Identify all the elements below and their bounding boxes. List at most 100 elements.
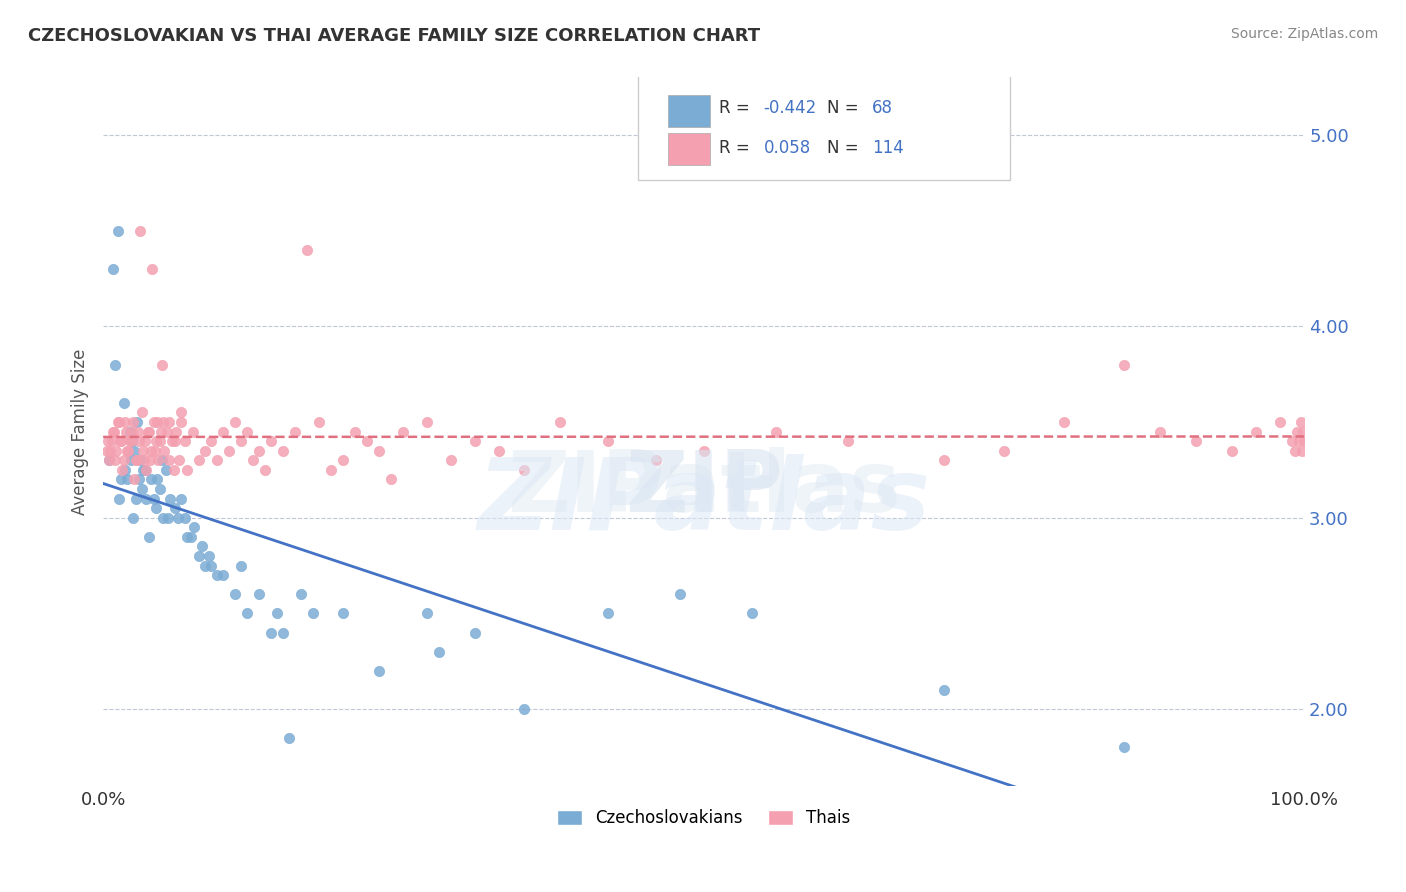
Point (104, 453, 127, 467)
Point (115, 473, 138, 487)
Point (231, 434, 253, 449)
Point (200, 558, 222, 573)
Point (644, 453, 666, 467)
Point (392, 425, 415, 439)
Point (110, 434, 132, 449)
Point (1294, 434, 1316, 449)
Point (128, 434, 150, 449)
Point (1185, 434, 1208, 449)
Point (302, 607, 325, 621)
Text: 114: 114 (872, 139, 904, 157)
Point (125, 453, 148, 467)
Point (368, 443, 391, 458)
Point (741, 607, 763, 621)
Point (188, 549, 211, 563)
Point (236, 607, 259, 621)
Point (1289, 415, 1312, 429)
Point (1112, 358, 1135, 372)
Point (118, 434, 141, 449)
Point (932, 453, 955, 467)
Point (224, 415, 246, 429)
Point (125, 415, 148, 429)
Point (165, 434, 187, 449)
Point (297, 243, 319, 257)
Point (135, 463, 157, 477)
Point (464, 434, 486, 449)
Point (122, 510, 145, 524)
Point (138, 530, 160, 544)
Point (124, 453, 146, 467)
Point (145, 434, 167, 449)
Point (141, 443, 163, 458)
Point (1284, 443, 1306, 458)
FancyBboxPatch shape (668, 95, 710, 127)
Point (165, 501, 187, 516)
Point (170, 405, 193, 419)
Point (97, 434, 120, 449)
Point (120, 453, 142, 467)
Point (124, 473, 146, 487)
Point (260, 434, 283, 449)
Point (668, 587, 690, 601)
Point (254, 463, 277, 477)
Point (159, 491, 181, 506)
Point (107, 491, 129, 506)
Point (129, 453, 152, 467)
Point (111, 463, 134, 477)
Point (150, 453, 173, 467)
Point (152, 415, 174, 429)
Point (440, 453, 463, 467)
Point (284, 425, 307, 439)
Point (115, 425, 138, 439)
Point (200, 434, 222, 449)
Point (112, 396, 135, 410)
Point (142, 491, 165, 506)
FancyBboxPatch shape (668, 133, 710, 164)
Point (180, 530, 202, 544)
Point (212, 568, 235, 582)
Point (146, 473, 169, 487)
Point (115, 443, 138, 458)
Point (145, 501, 167, 516)
Text: N =: N = (827, 99, 865, 117)
Point (131, 482, 153, 496)
Point (107, 415, 129, 429)
Point (1112, 740, 1135, 755)
Text: R =: R = (720, 99, 755, 117)
Point (188, 453, 211, 467)
Point (1270, 415, 1292, 429)
Point (134, 463, 156, 477)
Point (114, 415, 136, 429)
Point (308, 415, 330, 429)
Legend: Czechoslovakians, Thais: Czechoslovakians, Thais (550, 803, 858, 834)
Point (110, 473, 132, 487)
Point (157, 415, 180, 429)
Point (488, 443, 510, 458)
Point (596, 607, 619, 621)
Point (155, 463, 177, 477)
Point (207, 568, 229, 582)
Point (224, 587, 246, 601)
Point (101, 261, 124, 276)
Point (131, 405, 153, 419)
Text: ZIP: ZIP (624, 447, 783, 530)
Point (173, 510, 195, 524)
Y-axis label: Average Family Size: Average Family Size (72, 349, 89, 515)
Point (150, 358, 173, 372)
Point (271, 443, 294, 458)
Point (128, 473, 150, 487)
Point (143, 443, 166, 458)
Text: Source: ZipAtlas.com: Source: ZipAtlas.com (1230, 27, 1378, 41)
Point (181, 425, 204, 439)
Point (231, 558, 253, 573)
Point (103, 425, 125, 439)
Point (1288, 434, 1310, 449)
Point (271, 625, 294, 640)
Point (993, 443, 1015, 458)
Text: R =: R = (720, 139, 755, 157)
Point (166, 510, 188, 524)
Point (356, 434, 378, 449)
Point (194, 443, 217, 458)
Point (1281, 434, 1303, 449)
Point (548, 415, 571, 429)
